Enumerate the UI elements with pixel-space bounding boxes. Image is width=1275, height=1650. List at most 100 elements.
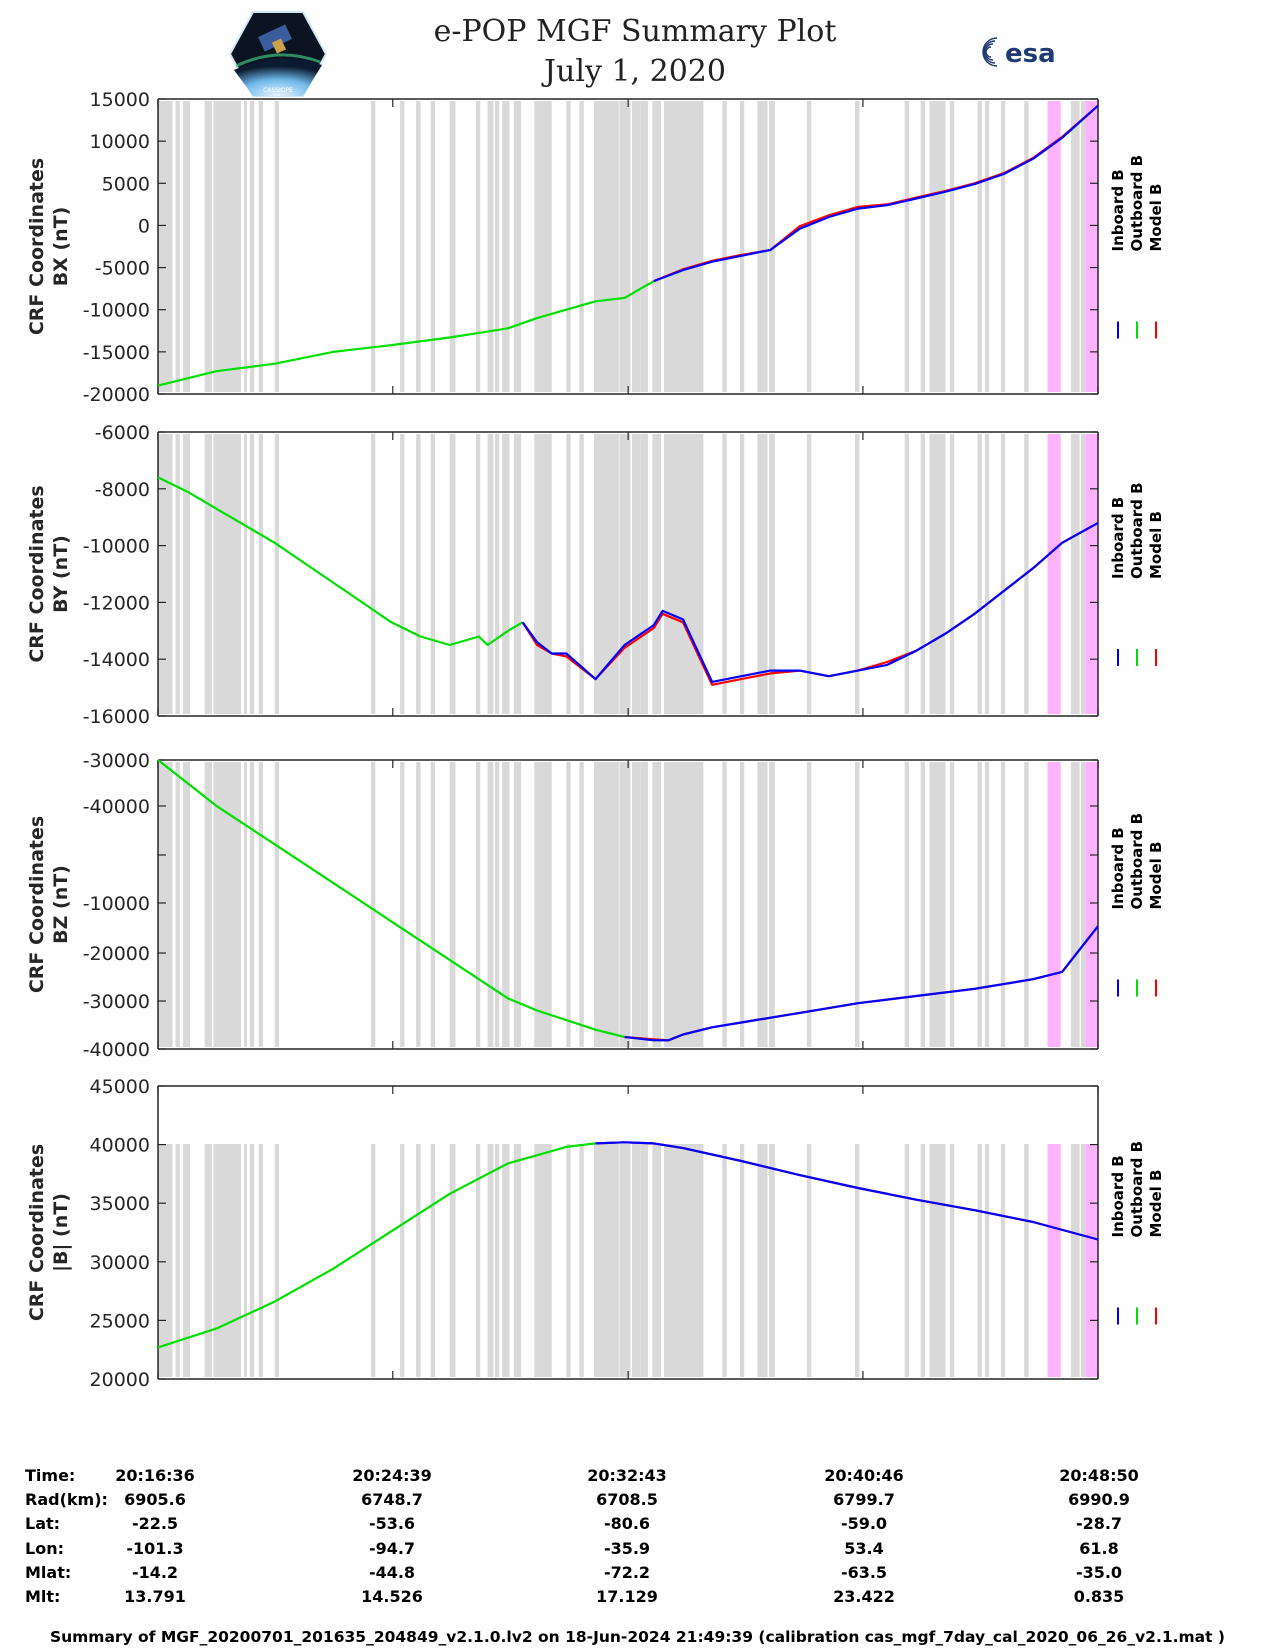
- gap-band: [757, 762, 768, 1047]
- gap-band: [929, 762, 946, 1047]
- y-axis-label: CRF Coordinates: [26, 485, 48, 662]
- gap-band: [806, 1144, 812, 1377]
- gap-band: [158, 1144, 173, 1377]
- gap-band: [579, 762, 584, 1047]
- gap-band: [175, 1144, 180, 1377]
- y-tick-label: 40000: [90, 1135, 150, 1157]
- ephemeris-value: 14.526: [361, 1587, 423, 1606]
- gap-band: [757, 1144, 768, 1377]
- gap-band: [494, 101, 500, 392]
- gap-band: [722, 762, 727, 1047]
- footer-caption: Summary of MGF_20200701_201635_204849_v2…: [49, 1628, 1226, 1646]
- gap-band: [487, 101, 494, 392]
- y-tick-label: 10000: [90, 131, 150, 153]
- gap-band: [534, 762, 552, 1047]
- gap-band: [920, 762, 926, 1047]
- gap-band: [722, 434, 727, 714]
- y-tick-label: -6000: [95, 422, 150, 444]
- gap-band: [249, 762, 255, 1047]
- gap-band: [475, 101, 481, 392]
- gap-band: [274, 434, 280, 714]
- ephemeris-value: -14.2: [131, 1562, 179, 1582]
- legend-label: Inboard B: [1109, 1155, 1127, 1237]
- gap-band: [274, 101, 280, 392]
- y-tick-label: -20000: [83, 384, 150, 406]
- gap-band: [1000, 762, 1006, 1047]
- y-axis-label: BZ (nT): [50, 865, 72, 944]
- series-line-model-b: [653, 104, 1099, 283]
- legend-label: Outboard B: [1128, 1141, 1146, 1238]
- gap-band: [769, 1144, 775, 1377]
- flag-band: [1047, 434, 1061, 714]
- gap-band: [370, 101, 376, 392]
- gap-band: [475, 1144, 481, 1377]
- ephemeris-value: 6799.7: [833, 1490, 895, 1510]
- y-tick-label: -40000: [83, 796, 150, 818]
- gap-band: [929, 101, 946, 392]
- ephemeris-value: 20:32:43: [587, 1466, 667, 1485]
- gap-band: [806, 434, 812, 714]
- gap-band: [182, 762, 191, 1047]
- gap-band: [534, 1144, 552, 1377]
- gap-band: [619, 434, 631, 714]
- gap-band: [204, 101, 212, 392]
- legend: Inboard B Outboard B Model B: [1109, 1141, 1165, 1325]
- gap-band: [487, 762, 494, 1047]
- y-tick-label: -40000: [83, 1039, 150, 1061]
- ephemeris-value: -72.2: [603, 1562, 651, 1582]
- ephemeris-label: Lon:: [25, 1538, 64, 1558]
- panel-2: -6000 -8000 -10000 -12000 -14000 -16000 CRF Co…: [26, 422, 1165, 728]
- ephemeris-value: -35.0: [1075, 1562, 1123, 1582]
- gap-band: [430, 762, 436, 1047]
- gap-band: [400, 434, 405, 714]
- gap-band: [855, 1144, 860, 1377]
- gap-band: [739, 434, 745, 714]
- gap-band: [949, 1144, 955, 1377]
- gap-band: [904, 101, 910, 392]
- ephemeris-row: Lat: -22.5 -53.6 -80.6 -59.0 -28.7: [0, 1514, 1275, 1539]
- gap-band: [640, 1144, 648, 1377]
- y-tick-label: 45000: [90, 1076, 150, 1098]
- gap-band: [579, 101, 584, 392]
- gap-band: [158, 762, 173, 1047]
- ephemeris-value: 61.8: [1079, 1538, 1119, 1558]
- gap-band: [722, 101, 727, 392]
- gap-band: [513, 434, 522, 714]
- series-line-inboard-b: [595, 1141, 1099, 1241]
- svg-text:CASSIOPE: CASSIOPE: [263, 87, 293, 94]
- gap-band: [594, 1144, 619, 1377]
- gap-band: [1081, 1144, 1086, 1377]
- gap-band: [274, 762, 280, 1047]
- y-axis-label: CRF Coordinates: [26, 1144, 48, 1321]
- gap-band: [1000, 101, 1006, 392]
- gap-band: [370, 762, 376, 1047]
- ephemeris-row: Time: 20:16:36 20:24:39 20:32:43 20:40:46 20:…: [0, 1466, 1275, 1491]
- plot-title: e-POP MGF Summary Plot July 1, 2020: [400, 12, 870, 92]
- gap-band: [258, 434, 263, 714]
- ephemeris-row: Lon: -101.3 -94.7 -35.9 53.4 61.8: [0, 1539, 1275, 1564]
- gap-band: [769, 101, 775, 392]
- gap-band: [1000, 434, 1006, 714]
- gap-band: [502, 434, 510, 714]
- flag-band: [1085, 434, 1098, 714]
- legend-label: Model B: [1147, 1170, 1165, 1238]
- y-tick-label: -8000: [95, 479, 150, 501]
- y-tick-label: -10000: [83, 893, 150, 915]
- ephemeris-value: 6708.5: [596, 1490, 658, 1510]
- legend-label: Inboard B: [1109, 827, 1127, 909]
- gap-band: [619, 101, 631, 392]
- y-axis-label: CRF Coordinates: [26, 816, 48, 993]
- y-tick-label: -10000: [83, 536, 150, 558]
- ephemeris-value: 20:16:36: [115, 1466, 195, 1485]
- panel-1: 15000 10000 5000 0 -5000 -10000 -15000 -20000 CR…: [26, 89, 1165, 406]
- flag-band: [1085, 101, 1098, 392]
- gap-band: [204, 434, 212, 714]
- flag-band: [1085, 1144, 1098, 1377]
- gap-band: [757, 101, 768, 392]
- gap-band: [244, 1144, 247, 1377]
- ephemeris-value: 13.791: [124, 1587, 186, 1606]
- gap-band: [430, 101, 436, 392]
- ephemeris-value: -28.7: [1075, 1514, 1123, 1534]
- ephemeris-label: Lat:: [25, 1514, 61, 1534]
